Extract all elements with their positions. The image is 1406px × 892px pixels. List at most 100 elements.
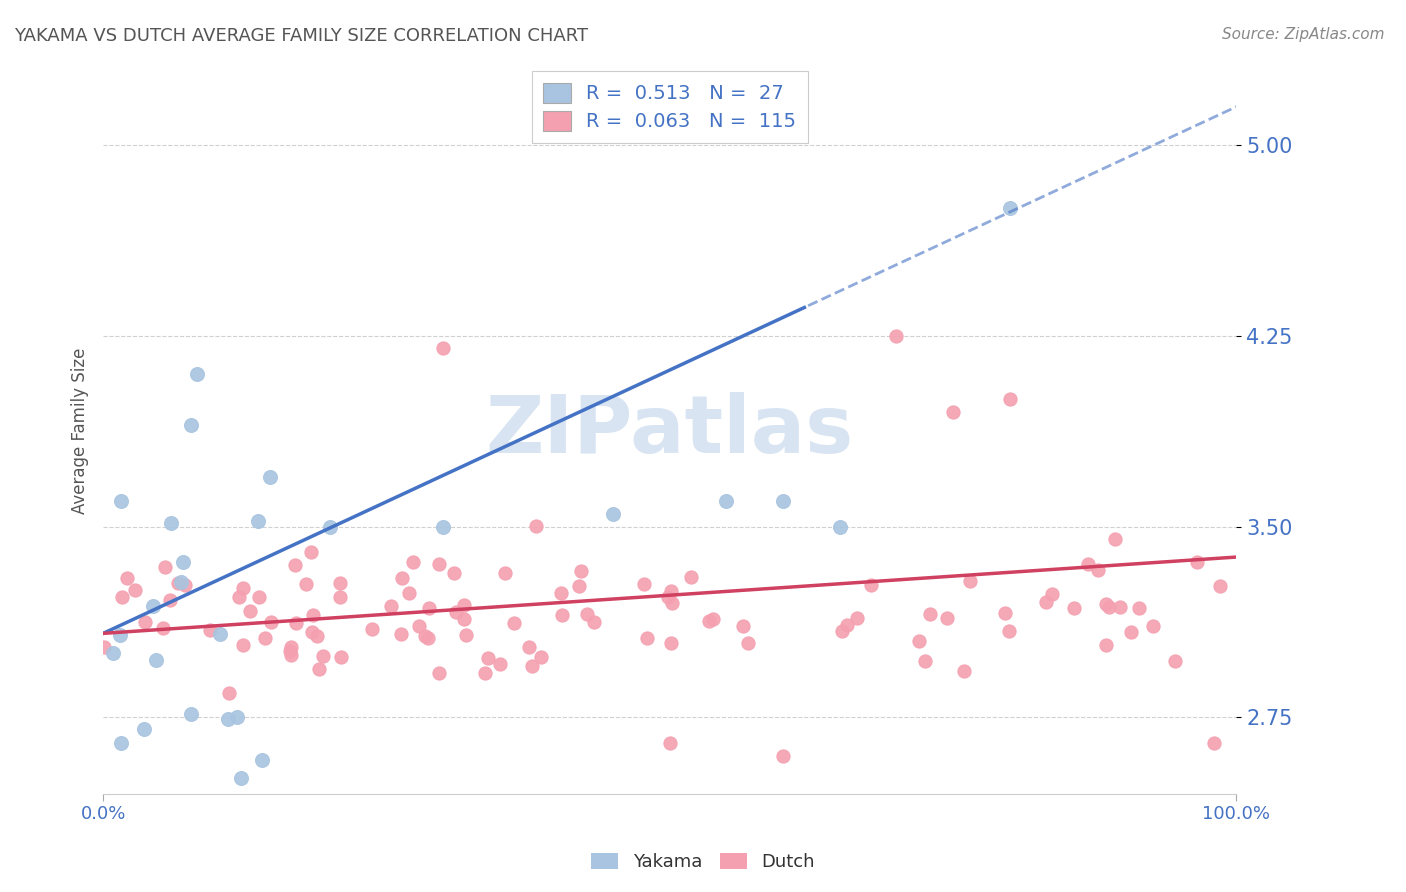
Text: ZIPatlas: ZIPatlas bbox=[485, 392, 853, 470]
Point bbox=[134, 615, 156, 629]
Point bbox=[398, 586, 420, 600]
Point bbox=[828, 519, 851, 533]
Point bbox=[453, 612, 475, 626]
Point bbox=[402, 555, 425, 569]
Point bbox=[295, 577, 318, 591]
Point bbox=[737, 635, 759, 649]
Point bbox=[914, 653, 936, 667]
Point bbox=[247, 590, 270, 604]
Point bbox=[124, 583, 146, 598]
Point bbox=[1202, 736, 1225, 750]
Point bbox=[569, 565, 592, 579]
Point bbox=[108, 627, 131, 641]
Point bbox=[239, 604, 262, 618]
Point bbox=[429, 558, 451, 572]
Text: Source: ZipAtlas.com: Source: ZipAtlas.com bbox=[1222, 27, 1385, 42]
Point bbox=[474, 665, 496, 680]
Point bbox=[1185, 556, 1208, 570]
Point bbox=[517, 640, 540, 654]
Point bbox=[250, 753, 273, 767]
Point bbox=[454, 628, 477, 642]
Point bbox=[167, 576, 190, 591]
Point bbox=[477, 651, 499, 665]
Point bbox=[657, 590, 679, 604]
Point bbox=[1087, 563, 1109, 577]
Point bbox=[772, 748, 794, 763]
Point bbox=[142, 599, 165, 614]
Point bbox=[1094, 597, 1116, 611]
Point bbox=[994, 606, 1017, 620]
Point bbox=[217, 712, 239, 726]
Point bbox=[568, 579, 591, 593]
Point bbox=[529, 650, 551, 665]
Y-axis label: Average Family Size: Average Family Size bbox=[72, 348, 89, 515]
Point bbox=[280, 640, 302, 654]
Point bbox=[418, 600, 440, 615]
Point bbox=[198, 623, 221, 637]
Point bbox=[658, 736, 681, 750]
Point bbox=[152, 621, 174, 635]
Point bbox=[280, 644, 302, 658]
Point bbox=[159, 593, 181, 607]
Point bbox=[228, 590, 250, 604]
Point bbox=[160, 516, 183, 530]
Point bbox=[1040, 587, 1063, 601]
Point bbox=[312, 648, 335, 663]
Point bbox=[218, 686, 240, 700]
Point bbox=[301, 624, 323, 639]
Point bbox=[259, 470, 281, 484]
Point bbox=[229, 771, 252, 785]
Point bbox=[772, 494, 794, 508]
Point bbox=[260, 615, 283, 629]
Point bbox=[302, 608, 325, 623]
Point bbox=[453, 599, 475, 613]
Point bbox=[308, 661, 330, 675]
Point bbox=[110, 494, 132, 508]
Point bbox=[180, 417, 202, 432]
Point bbox=[110, 736, 132, 750]
Point bbox=[716, 494, 738, 508]
Point bbox=[503, 615, 526, 630]
Point bbox=[702, 612, 724, 626]
Point bbox=[520, 658, 543, 673]
Point bbox=[489, 657, 512, 671]
Point bbox=[284, 558, 307, 572]
Point bbox=[661, 584, 683, 599]
Point bbox=[936, 611, 959, 625]
Point bbox=[1108, 599, 1130, 614]
Point bbox=[115, 571, 138, 585]
Point bbox=[299, 545, 322, 559]
Point bbox=[1063, 600, 1085, 615]
Point bbox=[602, 507, 624, 521]
Point bbox=[1104, 532, 1126, 546]
Point bbox=[1142, 619, 1164, 633]
Point bbox=[998, 202, 1021, 216]
Point bbox=[659, 636, 682, 650]
Point bbox=[953, 664, 976, 678]
Point bbox=[380, 599, 402, 613]
Point bbox=[432, 519, 454, 533]
Point bbox=[697, 615, 720, 629]
Point bbox=[997, 624, 1019, 638]
Legend: R =  0.513   N =  27, R =  0.063   N =  115: R = 0.513 N = 27, R = 0.063 N = 115 bbox=[531, 71, 808, 143]
Point bbox=[633, 577, 655, 591]
Point bbox=[860, 578, 883, 592]
Point bbox=[636, 631, 658, 645]
Point bbox=[329, 590, 352, 604]
Point bbox=[232, 582, 254, 596]
Point bbox=[494, 566, 516, 580]
Point bbox=[253, 632, 276, 646]
Point bbox=[886, 328, 908, 343]
Point bbox=[1164, 654, 1187, 668]
Point bbox=[845, 611, 868, 625]
Point bbox=[575, 607, 598, 621]
Point bbox=[329, 575, 352, 590]
Point bbox=[307, 630, 329, 644]
Point bbox=[1208, 579, 1230, 593]
Point bbox=[837, 617, 859, 632]
Point bbox=[153, 560, 176, 574]
Point bbox=[93, 640, 115, 655]
Point bbox=[180, 706, 202, 721]
Point bbox=[280, 648, 302, 663]
Point bbox=[174, 578, 197, 592]
